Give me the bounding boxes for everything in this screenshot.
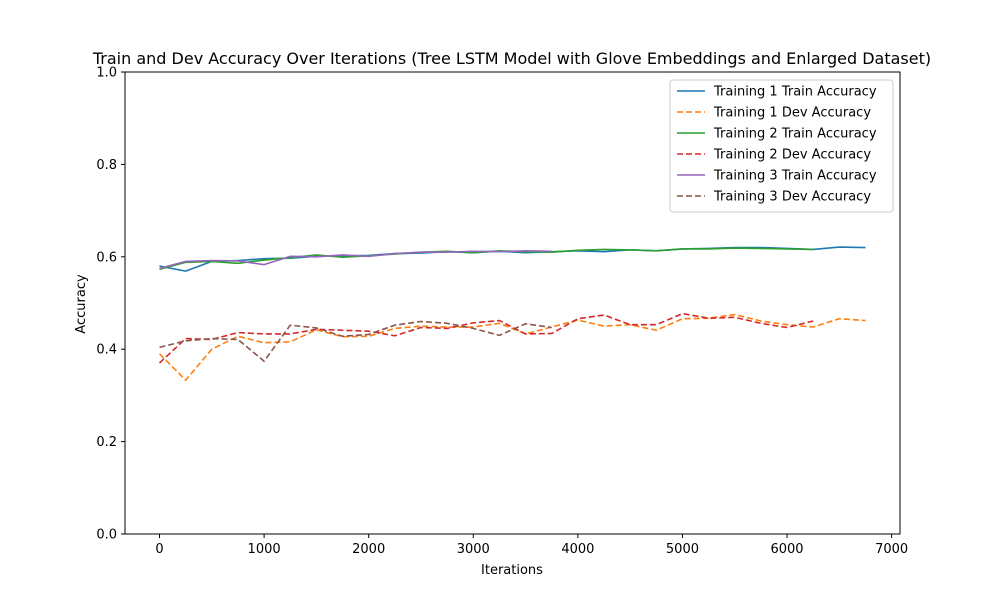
legend-label-4: Training 2 Dev Accuracy xyxy=(713,148,871,163)
series-line-4 xyxy=(158,312,814,364)
x-tick-label: 1000 xyxy=(248,542,281,557)
legend-label-2: Training 1 Dev Accuracy xyxy=(713,106,871,121)
y-tick-label: 0.4 xyxy=(96,343,117,358)
x-tick-label: 0 xyxy=(155,542,163,557)
x-tick-label: 3000 xyxy=(457,542,490,557)
series-line-5 xyxy=(159,249,552,270)
x-tick-label: 4000 xyxy=(561,542,594,557)
legend-label-1: Training 1 Train Accuracy xyxy=(713,85,877,100)
y-axis-label: Accuracy xyxy=(74,274,89,334)
y-tick-label: 0.0 xyxy=(96,528,117,543)
legend-label-6: Training 3 Dev Accuracy xyxy=(713,190,871,205)
x-axis: 0 1000 2000 3000 4000 5000 6000 7000 xyxy=(155,534,908,557)
y-tick-label: 0.6 xyxy=(96,250,117,265)
plot-area xyxy=(124,71,901,535)
y-tick-label: 0.2 xyxy=(96,435,117,450)
series-line-6 xyxy=(159,320,552,363)
plot-frame xyxy=(124,71,901,535)
chart-title: Train and Dev Accuracy Over Iterations (… xyxy=(92,49,931,68)
y-axis: 0.0 0.2 0.4 0.6 0.8 1.0 xyxy=(96,66,125,543)
y-tick-label: 1.0 xyxy=(96,66,117,81)
legend-label-3: Training 2 Train Accuracy xyxy=(713,127,877,142)
x-tick-label: 2000 xyxy=(352,542,385,557)
x-tick-label: 5000 xyxy=(666,542,699,557)
x-axis-label: Iterations xyxy=(481,563,543,578)
y-tick-label: 0.8 xyxy=(96,158,117,173)
x-tick-label: 6000 xyxy=(770,542,803,557)
legend-label-5: Training 3 Train Accuracy xyxy=(713,169,877,184)
legend-box xyxy=(669,79,894,213)
x-tick-label: 7000 xyxy=(875,542,908,557)
legend: Training 1 Train Accuracy Training 1 Dev … xyxy=(669,79,894,213)
